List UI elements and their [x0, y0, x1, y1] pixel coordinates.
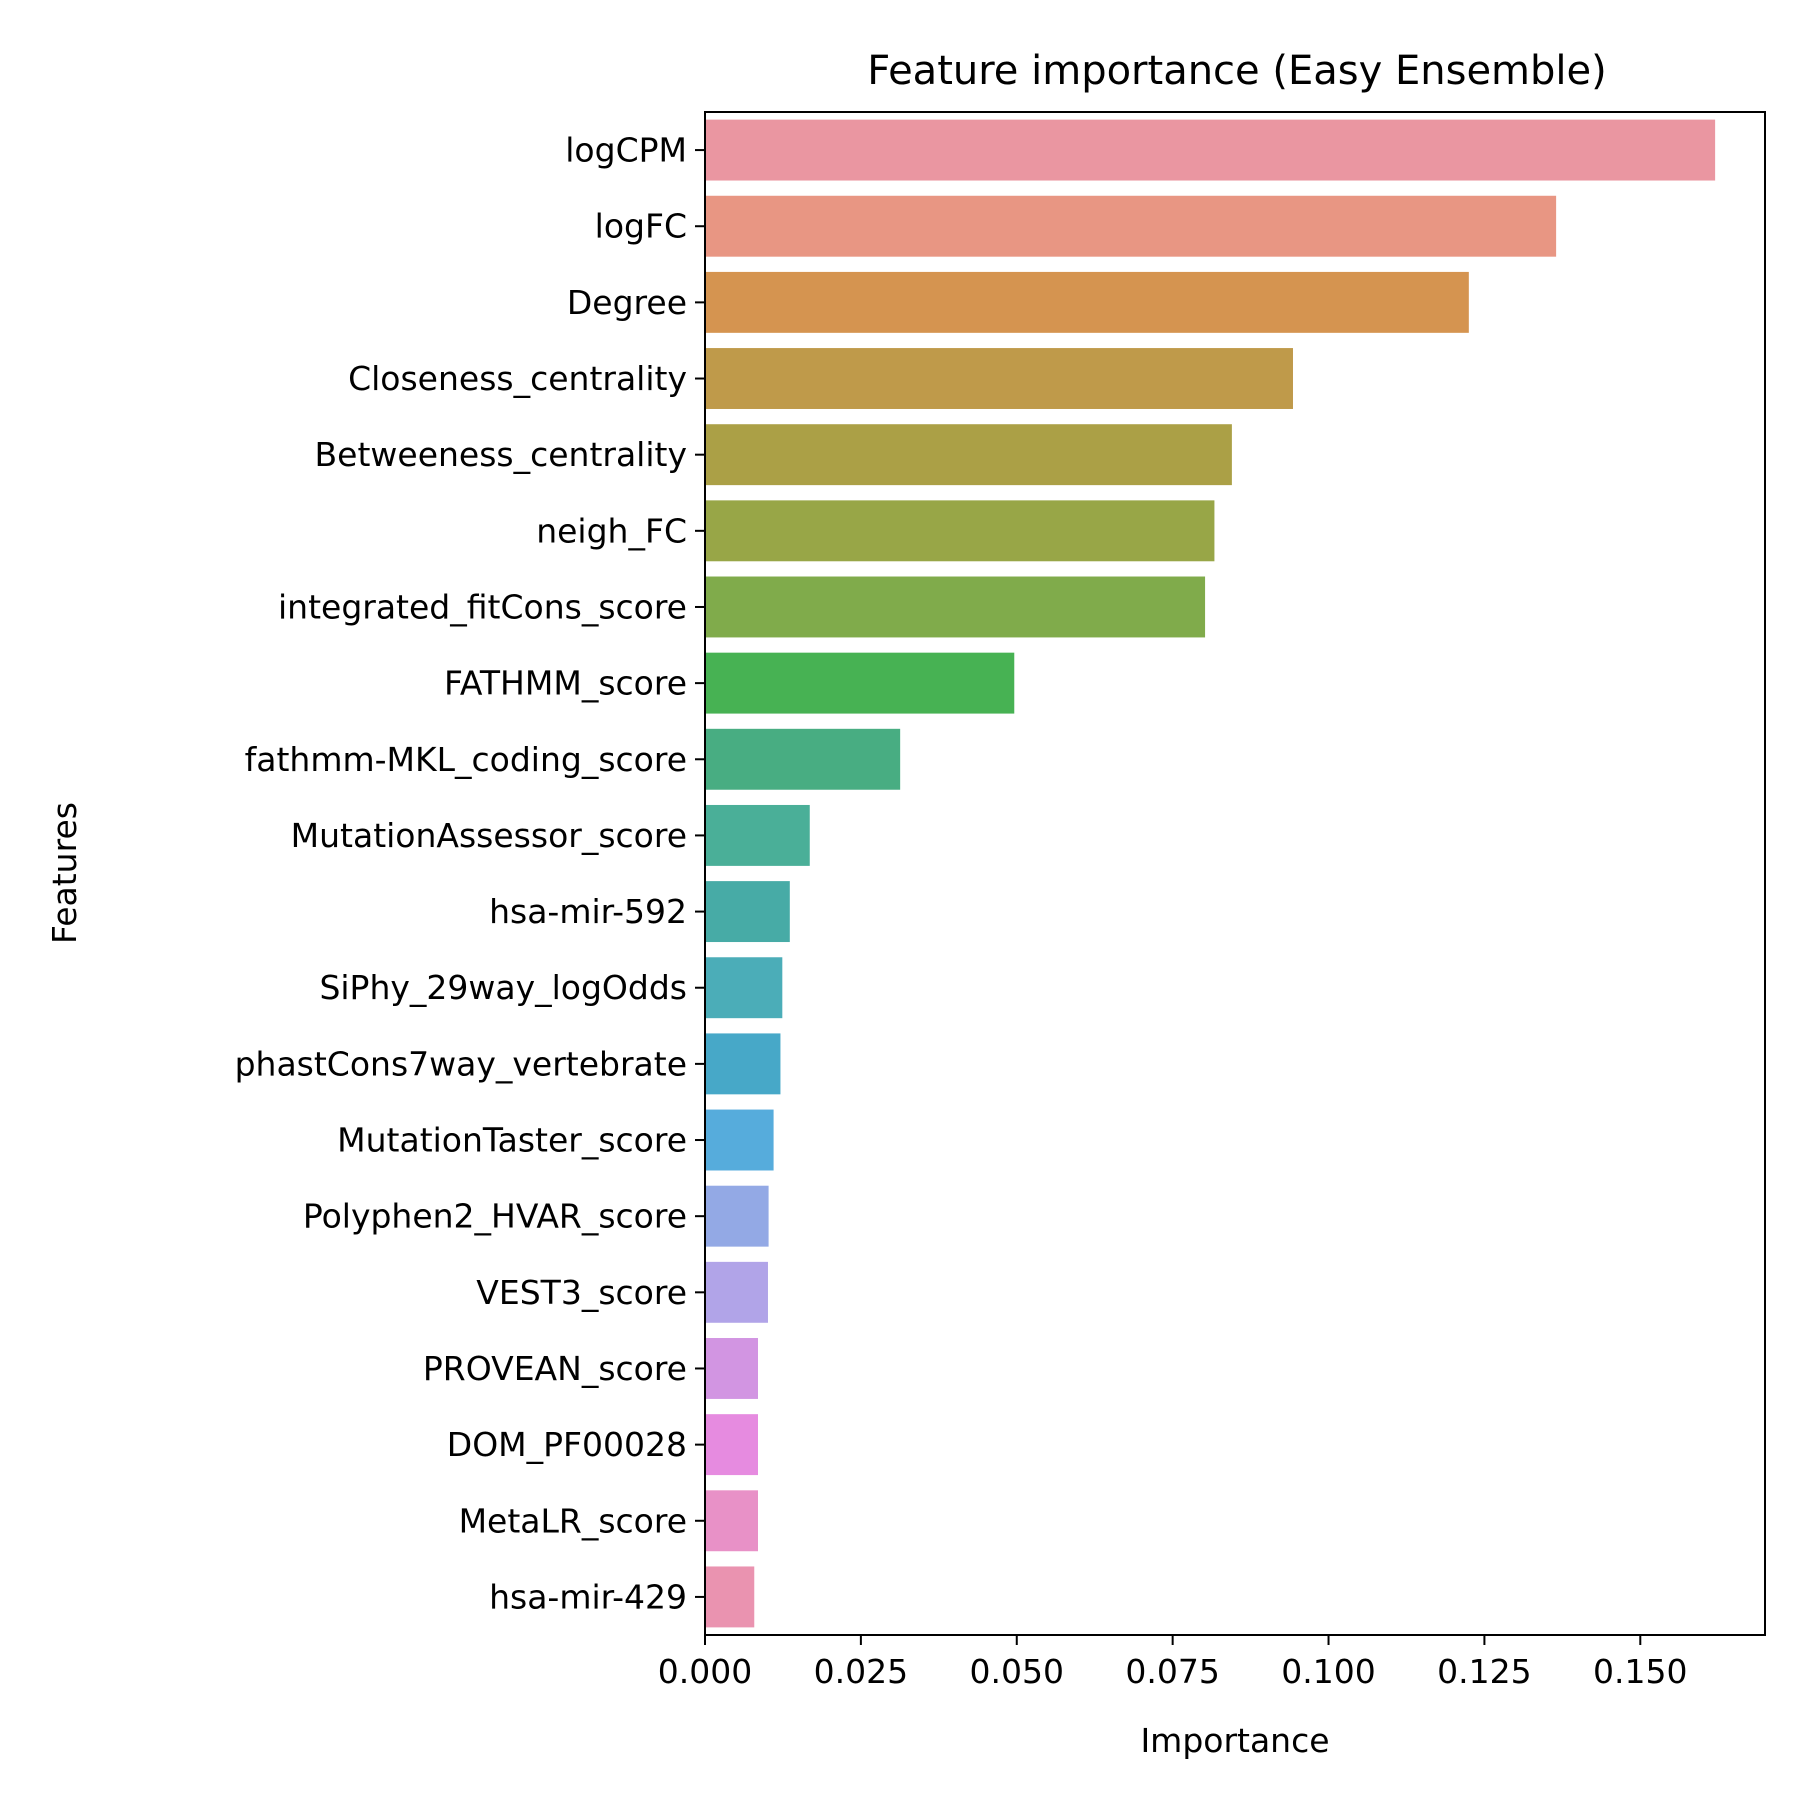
x-axis-title: Importance	[1140, 1721, 1329, 1760]
bar-neigh_FC	[705, 500, 1215, 562]
bar-MutationAssessor_score	[705, 804, 810, 866]
y-tick-label: SiPhy_29way_logOdds	[319, 968, 687, 1007]
x-tick-label: 0.150	[1593, 1652, 1687, 1691]
bar-logFC	[705, 195, 1557, 257]
y-tick-label: hsa-mir-429	[489, 1577, 687, 1616]
y-tick-label: logCPM	[565, 131, 687, 170]
y-tick-label: Closeness_centrality	[348, 359, 687, 398]
bar-VEST3_score	[705, 1261, 768, 1323]
x-tick-label: 0.100	[1281, 1652, 1375, 1691]
y-tick-label: MutationTaster_score	[337, 1121, 687, 1160]
bar-fathmm-MKL_coding_score	[705, 728, 901, 790]
x-tick-label: 0.000	[658, 1652, 752, 1691]
bar-SiPhy_29way_logOdds	[705, 957, 783, 1019]
bar-MutationTaster_score	[705, 1109, 774, 1171]
bar-integrated_fitCons_score	[705, 576, 1206, 638]
bar-Betweeness_centrality	[705, 424, 1232, 486]
y-tick-label: DOM_PF00028	[447, 1425, 687, 1464]
bar-Closeness_centrality	[705, 348, 1293, 409]
plot-frame	[704, 111, 1766, 1636]
y-tick-label: FATHMM_score	[444, 664, 687, 703]
x-tick-label: 0.125	[1437, 1652, 1531, 1691]
bar-MetaLR_score	[705, 1490, 758, 1552]
bar-PROVEAN_score	[705, 1338, 758, 1399]
y-tick-label: Polyphen2_HVAR_score	[303, 1197, 687, 1236]
x-tick-label: 0.025	[814, 1652, 908, 1691]
y-tick-label: VEST3_score	[476, 1273, 687, 1312]
bars-group	[705, 119, 1716, 1628]
y-tick-label: integrated_fitCons_score	[278, 587, 687, 626]
x-tick-label: 0.075	[1125, 1652, 1219, 1691]
y-axis-ticks: logCPM logFC Degree Closeness_centrality Bet…	[235, 131, 705, 1616]
y-tick-label: MetaLR_score	[459, 1501, 687, 1540]
y-tick-label: Betweeness_centrality	[315, 435, 687, 474]
y-axis-title: Features	[45, 802, 84, 944]
y-tick-label: neigh_FC	[536, 511, 687, 550]
y-tick-label: hsa-mir-592	[489, 892, 687, 931]
y-tick-label: phastCons7way_vertebrate	[235, 1044, 687, 1083]
bar-DOM_PF00028	[705, 1414, 758, 1476]
y-tick-label: Degree	[567, 283, 687, 322]
bar-logCPM	[705, 119, 1716, 181]
y-tick-label: PROVEAN_score	[423, 1349, 687, 1388]
x-axis-ticks: 0.000 0.025 0.050 0.075 0.100 0.125 0.150	[658, 1635, 1688, 1691]
bar-phastCons7way_vertebrate	[705, 1033, 781, 1095]
bar-FATHMM_score	[705, 652, 1015, 714]
y-tick-label: MutationAssessor_score	[291, 816, 687, 855]
x-tick-label: 0.050	[970, 1652, 1064, 1691]
chart-title: Feature importance (Easy Ensemble)	[867, 48, 1607, 94]
bar-hsa-mir-429	[705, 1566, 755, 1628]
y-tick-label: logFC	[595, 207, 687, 246]
bar-hsa-mir-592	[705, 881, 790, 943]
bar-Degree	[705, 271, 1469, 333]
bar-Polyphen2_HVAR_score	[705, 1185, 769, 1247]
y-tick-label: fathmm-MKL_coding_score	[245, 740, 687, 779]
